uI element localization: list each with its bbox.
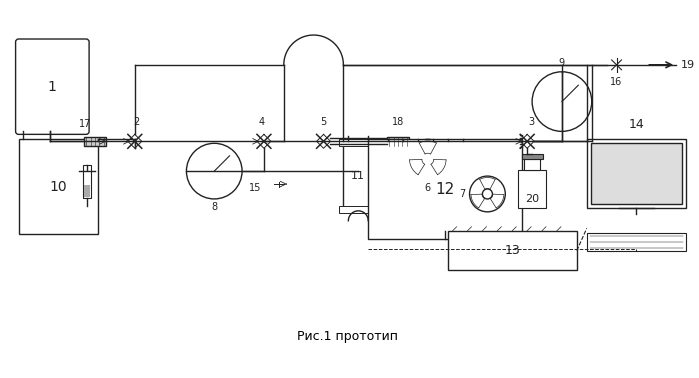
Bar bbox=[524, 159, 540, 170]
Text: 7: 7 bbox=[459, 189, 466, 199]
Text: 2: 2 bbox=[134, 118, 140, 127]
Text: 19: 19 bbox=[681, 60, 696, 70]
Bar bbox=[586, 139, 686, 208]
FancyBboxPatch shape bbox=[15, 39, 89, 134]
Text: 4: 4 bbox=[259, 118, 265, 127]
Text: 5: 5 bbox=[320, 118, 326, 127]
Text: 1: 1 bbox=[48, 80, 57, 94]
Bar bbox=[19, 139, 98, 234]
Text: 13: 13 bbox=[505, 244, 520, 257]
Text: 14: 14 bbox=[628, 118, 644, 132]
Text: 11: 11 bbox=[352, 171, 366, 181]
Bar bbox=[84, 186, 90, 197]
Bar bbox=[591, 143, 682, 204]
Text: 20: 20 bbox=[525, 194, 539, 204]
Bar bbox=[518, 170, 546, 208]
Text: Рис.1 прототип: Рис.1 прототип bbox=[297, 330, 398, 343]
Bar bbox=[586, 233, 686, 251]
Circle shape bbox=[408, 139, 447, 179]
Text: 15: 15 bbox=[249, 183, 261, 193]
Bar bbox=[82, 165, 92, 198]
Circle shape bbox=[470, 176, 505, 212]
Circle shape bbox=[187, 143, 242, 199]
Circle shape bbox=[422, 153, 433, 165]
Bar bbox=[343, 141, 373, 211]
Text: 18: 18 bbox=[392, 118, 404, 127]
Text: 10: 10 bbox=[50, 180, 67, 194]
Text: 6: 6 bbox=[425, 183, 431, 193]
Text: 17: 17 bbox=[79, 119, 92, 129]
Bar bbox=[387, 137, 409, 146]
Text: 16: 16 bbox=[610, 77, 623, 87]
Text: 3: 3 bbox=[528, 118, 534, 127]
Bar bbox=[368, 139, 522, 239]
Circle shape bbox=[482, 189, 492, 199]
Bar bbox=[447, 231, 577, 270]
Bar bbox=[340, 206, 377, 213]
Text: 9: 9 bbox=[559, 58, 565, 68]
Text: 12: 12 bbox=[435, 181, 455, 197]
Circle shape bbox=[532, 72, 592, 132]
Bar bbox=[521, 154, 542, 159]
Text: 8: 8 bbox=[211, 202, 217, 212]
Bar bbox=[340, 139, 377, 146]
Bar bbox=[84, 137, 106, 146]
